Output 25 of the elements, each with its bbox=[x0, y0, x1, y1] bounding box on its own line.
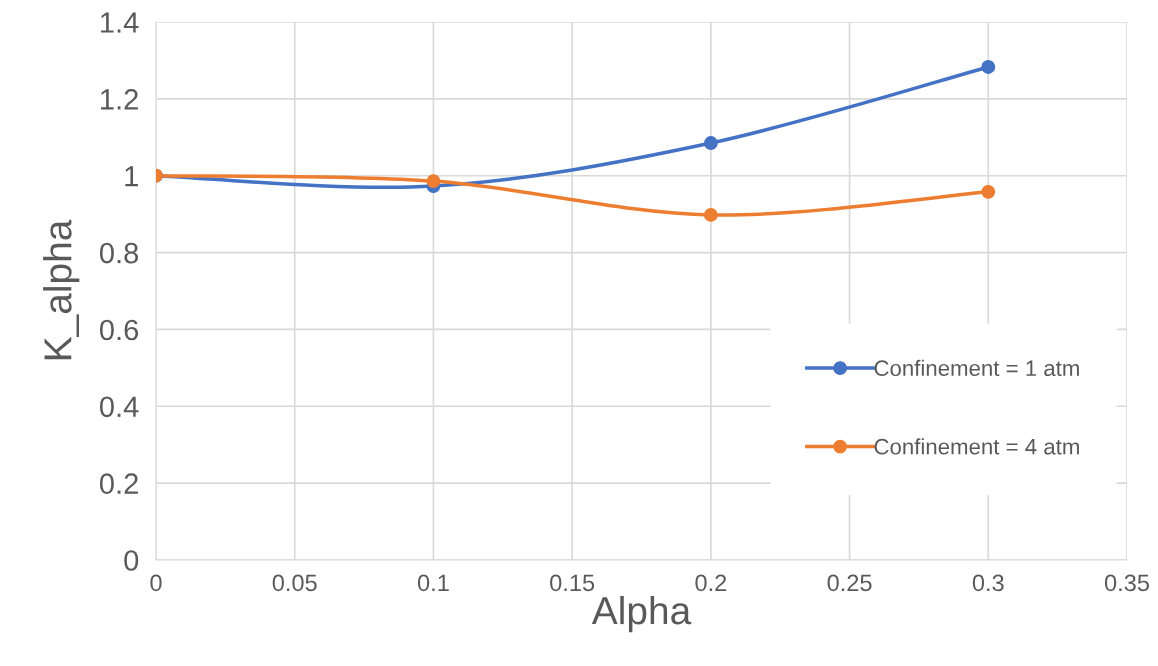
y-tick-label: 0.2 bbox=[99, 473, 138, 494]
x-tick-label: 0.2 bbox=[695, 574, 727, 592]
y-tick-label: 1.4 bbox=[101, 12, 139, 33]
x-tick-label: 0 bbox=[150, 574, 162, 592]
y-tick-label: 1.2 bbox=[101, 89, 138, 110]
point bbox=[703, 207, 718, 222]
y-axis-title: K_alpha bbox=[43, 219, 80, 360]
legend-label: Confinement = 1 atm bbox=[874, 359, 1079, 377]
x-tick-label: 0.3 bbox=[972, 574, 1004, 592]
legend-label: Confinement = 4 atm bbox=[874, 438, 1079, 455]
y-tick-label: 0.4 bbox=[99, 396, 139, 418]
point bbox=[981, 184, 996, 199]
point bbox=[981, 60, 996, 74]
x-tick-label: 0.05 bbox=[272, 574, 317, 592]
y-tick-label: 0 bbox=[124, 550, 139, 571]
point bbox=[703, 136, 718, 150]
point bbox=[426, 174, 441, 189]
x-tick-label: 0.25 bbox=[827, 574, 872, 592]
y-tick-label: 0.6 bbox=[99, 319, 139, 341]
y-tick-label: 0.8 bbox=[99, 242, 139, 264]
x-axis-title: Alpha bbox=[591, 595, 692, 633]
y-tick-label: 1 bbox=[125, 166, 138, 187]
x-tick-label: 0.35 bbox=[1104, 574, 1149, 592]
x-tick-label: 0.15 bbox=[550, 574, 595, 592]
x-tick-label: 0.1 bbox=[417, 574, 449, 592]
